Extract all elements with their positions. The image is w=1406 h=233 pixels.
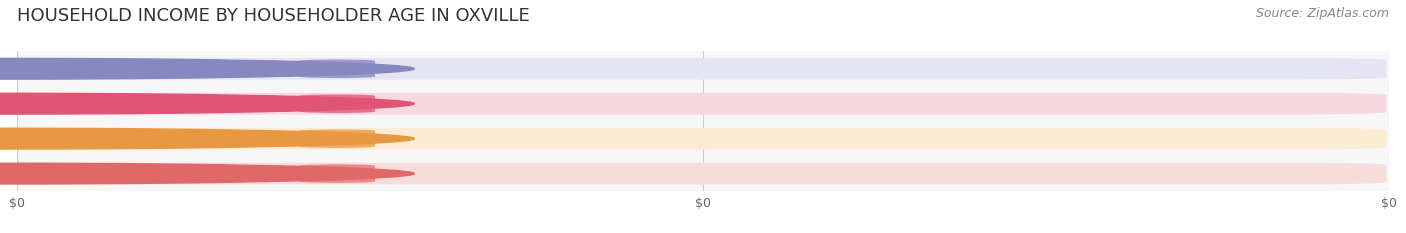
Text: HOUSEHOLD INCOME BY HOUSEHOLDER AGE IN OXVILLE: HOUSEHOLD INCOME BY HOUSEHOLDER AGE IN O… — [17, 7, 530, 25]
Text: $0: $0 — [328, 62, 347, 76]
Text: Source: ZipAtlas.com: Source: ZipAtlas.com — [1256, 7, 1389, 20]
FancyBboxPatch shape — [28, 129, 295, 148]
FancyBboxPatch shape — [299, 164, 375, 183]
FancyBboxPatch shape — [28, 164, 295, 183]
Circle shape — [0, 128, 415, 149]
Text: $0: $0 — [328, 167, 347, 181]
Circle shape — [0, 163, 415, 184]
Text: 15 to 24 Years: 15 to 24 Years — [107, 61, 217, 76]
Text: 45 to 64 Years: 45 to 64 Years — [107, 131, 217, 146]
FancyBboxPatch shape — [20, 128, 1386, 150]
Text: 65+ Years: 65+ Years — [122, 166, 201, 181]
FancyBboxPatch shape — [28, 94, 295, 113]
FancyBboxPatch shape — [20, 163, 1386, 185]
FancyBboxPatch shape — [20, 58, 1386, 80]
Text: 25 to 44 Years: 25 to 44 Years — [107, 96, 217, 111]
FancyBboxPatch shape — [20, 93, 1386, 115]
FancyBboxPatch shape — [28, 59, 295, 78]
FancyBboxPatch shape — [299, 129, 375, 148]
Text: $0: $0 — [328, 132, 347, 146]
Circle shape — [0, 93, 415, 114]
Circle shape — [0, 58, 415, 79]
FancyBboxPatch shape — [299, 59, 375, 78]
Text: $0: $0 — [328, 97, 347, 111]
FancyBboxPatch shape — [299, 94, 375, 113]
